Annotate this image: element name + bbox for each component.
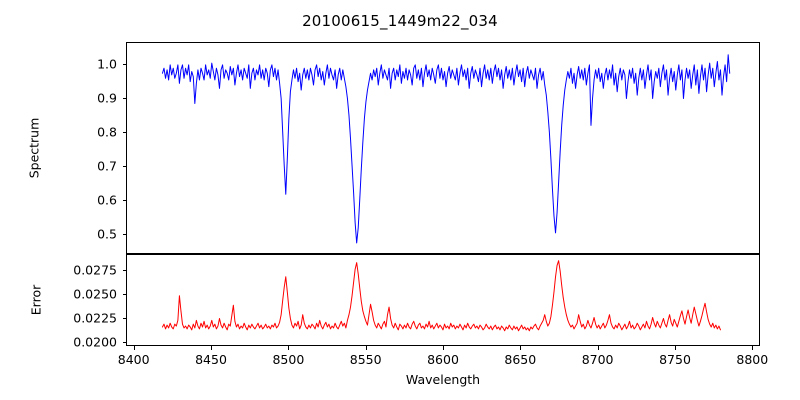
x-tick-label: 8700 — [581, 352, 614, 367]
y-tick-label: 0.8 — [97, 124, 117, 140]
spectrum-panel — [126, 42, 760, 254]
y-tick-mark — [122, 269, 126, 271]
x-tick-mark — [443, 346, 444, 350]
x-tick-label: 8500 — [272, 352, 305, 367]
y-tick-mark — [122, 293, 126, 295]
x-tick-mark — [133, 346, 135, 350]
error-line — [162, 261, 720, 331]
y-tick-label: 0.0275 — [73, 262, 117, 277]
y-tick-mark — [122, 131, 126, 133]
x-tick-mark — [520, 346, 522, 350]
x-tick-label: 8650 — [504, 352, 537, 367]
y-tick-label: 0.0225 — [73, 310, 117, 326]
y-tick-mark — [122, 233, 126, 235]
x-tick-mark — [752, 346, 754, 350]
spectrum-line — [162, 55, 729, 243]
wavelength-axis-label: Wavelength — [405, 372, 481, 387]
y-tick-mark — [122, 165, 126, 167]
y-tick-label: 0.6 — [97, 192, 117, 208]
y-tick-label: 0.5 — [97, 226, 117, 242]
y-tick-mark — [122, 199, 126, 201]
y-tick-label: 1.0 — [97, 56, 117, 72]
x-tick-label: 8550 — [349, 352, 382, 367]
y-tick-label: 0.7 — [97, 158, 117, 174]
y-tick-label: 0.0200 — [73, 334, 117, 350]
error-panel — [126, 254, 760, 346]
x-tick-mark — [597, 346, 599, 350]
y-tick-label: 0.0250 — [73, 286, 117, 302]
x-tick-label: 8600 — [427, 352, 459, 367]
x-tick-mark — [675, 346, 676, 350]
error-plot-area — [127, 255, 759, 345]
y-tick-mark — [122, 317, 126, 319]
y-tick-mark — [122, 98, 126, 99]
x-tick-label: 8450 — [195, 352, 227, 367]
y-tick-mark — [122, 342, 126, 344]
x-tick-label: 8750 — [659, 352, 691, 367]
x-tick-mark — [365, 346, 367, 350]
x-tick-mark — [211, 346, 212, 350]
x-tick-label: 8800 — [736, 352, 769, 367]
y-tick-label: 0.9 — [97, 90, 117, 106]
spectrum-plot-area — [127, 43, 759, 253]
figure-title: 20100615_1449m22_034 — [302, 12, 498, 30]
y-tick-mark — [122, 64, 126, 65]
x-tick-label: 8400 — [117, 352, 150, 367]
x-tick-mark — [288, 346, 290, 350]
